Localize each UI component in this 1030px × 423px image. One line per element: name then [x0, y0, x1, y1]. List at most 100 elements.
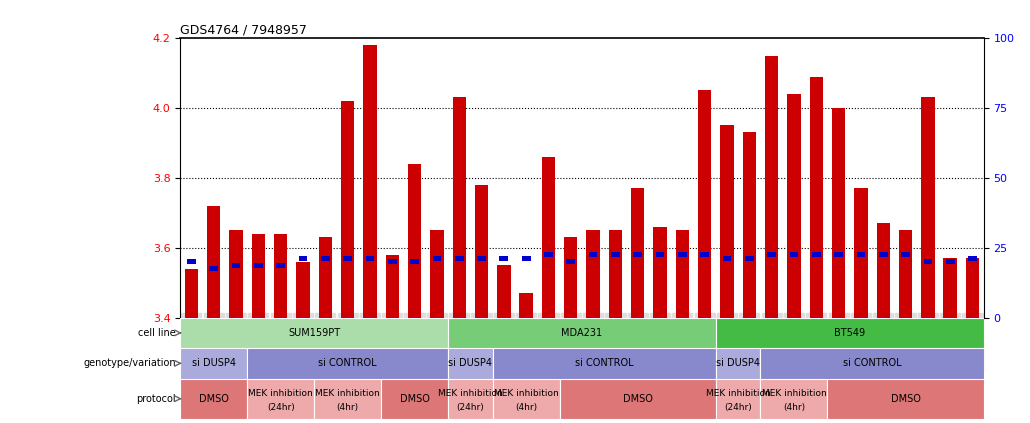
Bar — [207, 206, 220, 318]
Text: MEK inhibition: MEK inhibition — [493, 389, 558, 398]
Text: DMSO: DMSO — [891, 394, 921, 404]
Bar — [946, 259, 955, 264]
Bar — [475, 185, 488, 318]
Bar — [787, 94, 800, 318]
Bar — [274, 234, 287, 318]
Bar — [767, 253, 776, 257]
Bar — [656, 253, 664, 257]
Bar — [477, 256, 486, 261]
Bar — [492, 379, 559, 419]
Bar — [497, 265, 511, 318]
Bar — [678, 253, 687, 257]
Bar — [388, 259, 397, 264]
Bar — [544, 253, 553, 257]
Bar — [448, 379, 492, 419]
Text: MEK inhibition: MEK inhibition — [315, 389, 380, 398]
Bar — [381, 379, 448, 419]
Bar — [760, 348, 984, 379]
Bar — [760, 379, 827, 419]
Text: GDS4764 / 7948957: GDS4764 / 7948957 — [180, 24, 307, 37]
Bar — [364, 45, 377, 318]
Bar — [247, 379, 314, 419]
Bar — [366, 256, 374, 261]
Text: BT549: BT549 — [834, 328, 865, 338]
Bar — [180, 379, 247, 419]
Bar — [522, 256, 530, 261]
Bar — [943, 258, 957, 318]
Bar — [631, 188, 645, 318]
Bar — [924, 259, 932, 264]
Bar — [209, 266, 218, 271]
Bar — [854, 188, 867, 318]
Text: genotype/variation: genotype/variation — [83, 358, 176, 368]
Bar — [341, 101, 354, 318]
Text: (24hr): (24hr) — [456, 403, 484, 412]
Bar — [180, 318, 448, 348]
Bar — [433, 256, 441, 261]
Bar — [716, 379, 760, 419]
Bar — [812, 253, 821, 257]
Text: DMSO: DMSO — [400, 394, 430, 404]
Bar — [589, 253, 597, 257]
Bar — [519, 293, 533, 318]
Text: si CONTROL: si CONTROL — [575, 358, 633, 368]
Text: MEK inhibition: MEK inhibition — [761, 389, 826, 398]
Bar — [720, 126, 733, 318]
Bar — [343, 256, 352, 261]
Text: DMSO: DMSO — [623, 394, 653, 404]
Bar — [698, 91, 712, 318]
Bar — [448, 318, 716, 348]
Text: (4hr): (4hr) — [783, 403, 805, 412]
Bar — [299, 256, 307, 261]
Bar — [559, 379, 716, 419]
Text: MEK inhibition: MEK inhibition — [248, 389, 313, 398]
Text: MEK inhibition: MEK inhibition — [706, 389, 770, 398]
Bar — [743, 132, 756, 318]
Bar — [879, 253, 888, 257]
Bar — [247, 348, 448, 379]
Bar — [676, 230, 689, 318]
Bar — [542, 157, 555, 318]
Bar — [700, 253, 709, 257]
Text: si DUSP4: si DUSP4 — [716, 358, 760, 368]
Text: si CONTROL: si CONTROL — [843, 358, 901, 368]
Bar — [232, 263, 240, 267]
Bar — [321, 256, 330, 261]
Bar — [448, 348, 492, 379]
Bar — [611, 253, 620, 257]
Bar — [832, 108, 846, 318]
Text: si CONTROL: si CONTROL — [318, 358, 377, 368]
Bar — [921, 97, 934, 318]
Bar — [966, 258, 980, 318]
Bar — [566, 259, 575, 264]
Bar — [318, 237, 332, 318]
Text: cell line: cell line — [138, 328, 176, 338]
Bar — [410, 259, 419, 264]
Bar — [230, 230, 243, 318]
Bar — [452, 97, 466, 318]
Bar — [723, 256, 731, 261]
Text: si DUSP4: si DUSP4 — [448, 358, 492, 368]
Bar — [968, 256, 976, 261]
Bar — [877, 223, 890, 318]
Text: si DUSP4: si DUSP4 — [192, 358, 236, 368]
Bar — [653, 227, 666, 318]
Text: MEK inhibition: MEK inhibition — [438, 389, 503, 398]
Bar — [899, 230, 913, 318]
Text: (24hr): (24hr) — [724, 403, 752, 412]
Bar — [492, 348, 716, 379]
Text: SUM159PT: SUM159PT — [288, 328, 340, 338]
Bar — [834, 253, 843, 257]
Bar — [276, 263, 285, 267]
Bar — [187, 259, 196, 264]
Bar — [790, 253, 798, 257]
Bar — [254, 263, 263, 267]
Bar — [564, 237, 578, 318]
Text: (4hr): (4hr) — [337, 403, 358, 412]
Bar — [827, 379, 984, 419]
Bar — [385, 255, 399, 318]
Bar — [500, 256, 508, 261]
Text: protocol: protocol — [137, 394, 176, 404]
Bar — [431, 230, 444, 318]
Bar — [609, 230, 622, 318]
